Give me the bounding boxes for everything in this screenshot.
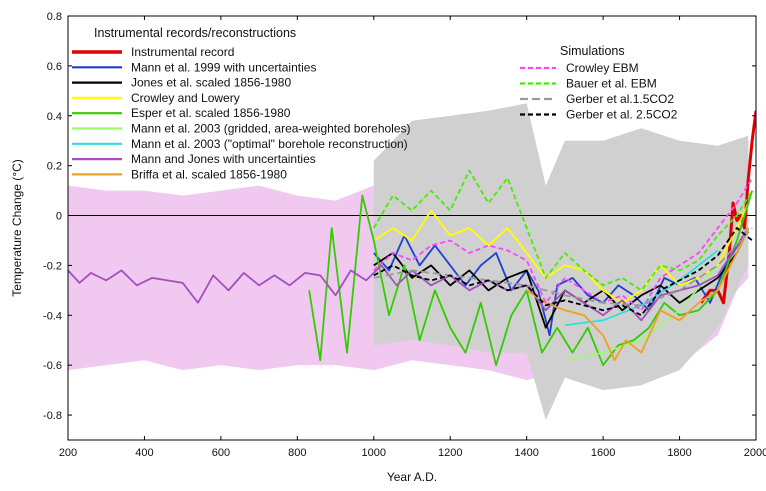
legend-label-11: Bauer et al. EBM	[566, 77, 657, 91]
legend-label-2: Mann et al. 1999 with uncertainties	[131, 60, 316, 74]
x-tick-label-6: 1200	[438, 447, 462, 459]
legend-title-2: Simulations	[560, 44, 625, 58]
y-tick-label-3: -0.4	[43, 310, 62, 322]
legend-label-10: Crowley EBM	[566, 61, 639, 75]
y-tick-label-8: 0.6	[47, 61, 62, 73]
legend-label-3: Jones et al. scaled 1856-1980	[131, 76, 291, 90]
y-tick-label-4: -0.2	[43, 260, 62, 272]
legend-label-6: Mann et al. 2003 (gridded, area-weighted…	[131, 122, 411, 136]
legend-label-13: Gerber et al. 2.5CO2	[566, 108, 678, 122]
x-tick-label-1: 200	[59, 447, 77, 459]
x-tick-label-4: 800	[288, 447, 306, 459]
legend-label-8: Mann and Jones with uncertainties	[131, 152, 316, 166]
y-tick-label-6: 0.2	[47, 161, 62, 173]
x-tick-label-5: 1000	[362, 447, 386, 459]
series-line-6	[564, 264, 719, 361]
legend-label-7: Mann et al. 2003 ("optimal" borehole rec…	[131, 137, 408, 151]
x-tick-label-7: 1400	[514, 447, 538, 459]
legend-label-5: Esper et al. scaled 1856-1980	[131, 106, 291, 120]
series-line-5	[308, 190, 754, 367]
plot-area	[68, 103, 756, 421]
y-tick-label-2: -0.6	[43, 360, 62, 372]
y-tick-label-1: -0.8	[43, 410, 62, 422]
x-tick-label-10: 2000	[744, 447, 766, 459]
x-tick-label-9: 1800	[667, 447, 691, 459]
series-line-9	[526, 227, 750, 362]
plot-frame	[67, 15, 757, 441]
series-line-10	[373, 177, 753, 312]
series-line-13	[373, 227, 753, 317]
legend-label-9: Briffa et al. scaled 1856-1980	[131, 167, 287, 181]
y-tick-label-7: 0.4	[47, 111, 62, 123]
x-tick-label-8: 1600	[591, 447, 615, 459]
series-line-12	[373, 227, 753, 307]
series-line-4	[373, 202, 750, 304]
x-tick-label-3: 600	[212, 447, 230, 459]
uncertainty-band-2	[373, 103, 749, 421]
series-line-2	[373, 227, 750, 337]
y-tick-label-9: 0.8	[47, 11, 62, 23]
legend-label-1: Instrumental record	[131, 45, 234, 59]
legend-label-4: Crowley and Lowery	[131, 91, 240, 105]
y-axis-title: Temperature Change (°C)	[10, 159, 24, 297]
x-axis-title: Year A.D.	[387, 470, 437, 484]
legend-title-1: Instrumental records/reconstructions	[94, 26, 296, 40]
x-tick-label-2: 400	[135, 447, 153, 459]
series-line-11	[373, 169, 753, 292]
legend-label-12: Gerber et al.1.5CO2	[566, 92, 674, 106]
y-tick-label-5: 0	[56, 211, 62, 223]
